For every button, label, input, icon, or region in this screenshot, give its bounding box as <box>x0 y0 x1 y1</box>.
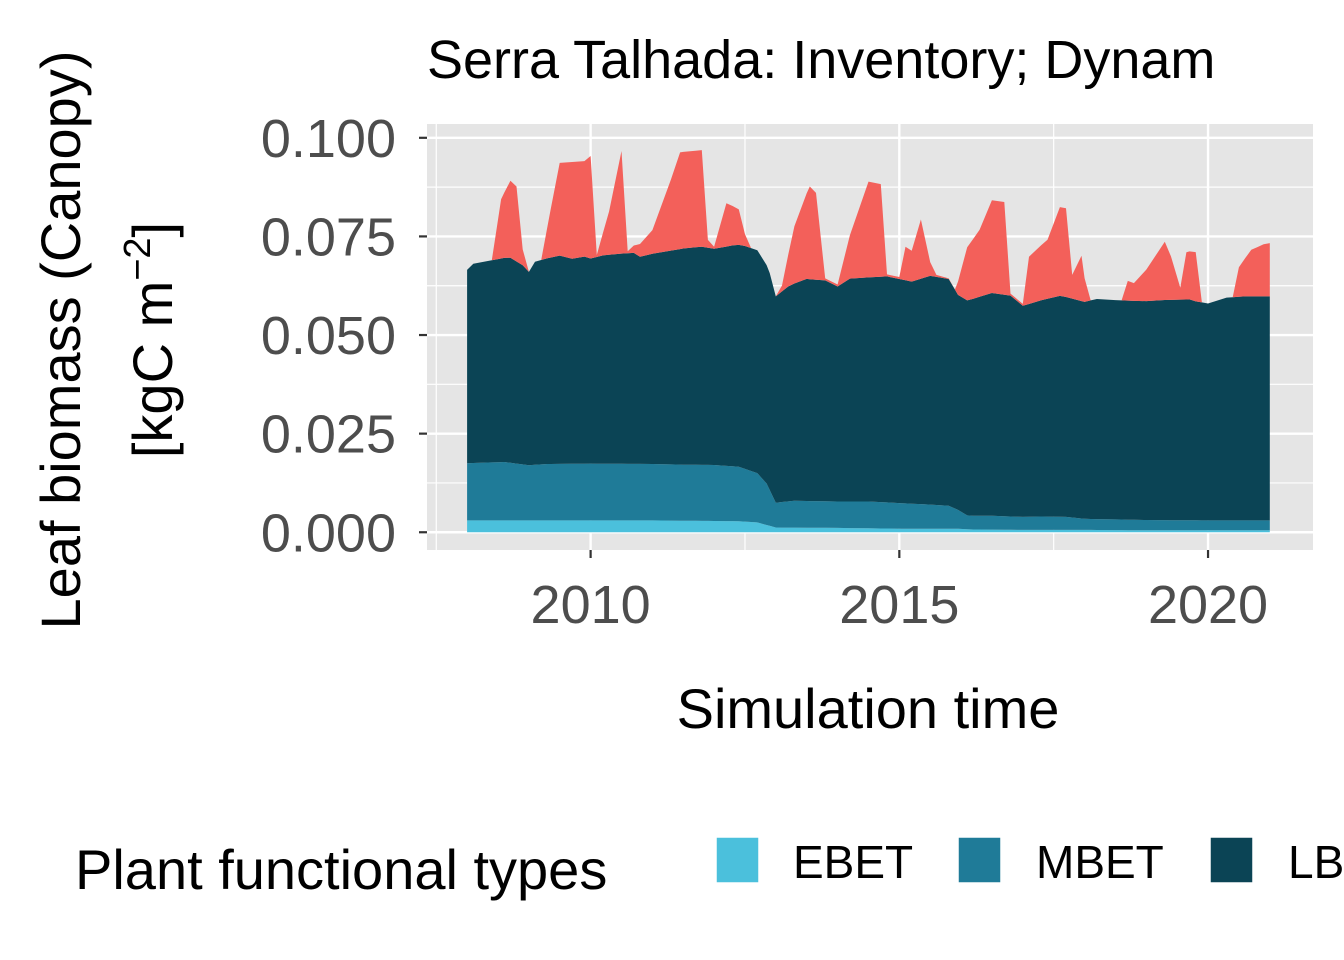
legend-label-ebet: EBET <box>793 836 913 888</box>
legend-swatch-mbet <box>957 836 1002 884</box>
y-axis-title-line1: Leaf biomass (Canopy) <box>29 51 92 630</box>
legend-label-lb: LB <box>1288 836 1344 888</box>
legend: EBET MBET LB <box>715 836 1344 888</box>
area-ebet <box>467 520 1270 533</box>
area-lbet <box>467 244 1270 521</box>
x-tick-labels: 2010 2015 2020 <box>531 575 1269 635</box>
area-top-layer <box>467 150 1270 306</box>
y-tick-label: 0.100 <box>261 109 396 169</box>
chart-title: Serra Talhada: Inventory; Dynam <box>427 30 1215 90</box>
y-axis-unit-suffix: ] <box>121 222 184 238</box>
area-mbet <box>467 462 1270 531</box>
legend-swatch-ebet <box>715 836 760 884</box>
y-tick-label: 0.025 <box>261 405 396 465</box>
y-axis-unit-prefix: [kgC m <box>121 281 184 458</box>
y-axis-title-line2: [kgC m−2] <box>117 222 184 458</box>
x-tick-label: 2020 <box>1148 575 1268 635</box>
legend-title: Plant functional types <box>75 838 607 901</box>
stacked-areas <box>467 150 1270 533</box>
y-axis-title: Leaf biomass (Canopy) [kgC m−2] <box>29 51 184 630</box>
y-tick-label: 0.075 <box>261 207 396 267</box>
y-tick-label: 0.000 <box>261 503 396 563</box>
axis-ticks <box>419 136 1210 558</box>
legend-swatch-lb <box>1209 836 1254 884</box>
y-tick-label: 0.050 <box>261 306 396 366</box>
x-tick-label: 2010 <box>531 575 651 635</box>
y-tick-labels: 0.000 0.025 0.050 0.075 0.100 <box>261 109 396 563</box>
legend-label-mbet: MBET <box>1036 836 1164 888</box>
x-axis-title: Simulation time <box>677 677 1060 740</box>
y-axis-unit-superscript: −2 <box>117 237 159 280</box>
x-tick-label: 2015 <box>839 575 959 635</box>
